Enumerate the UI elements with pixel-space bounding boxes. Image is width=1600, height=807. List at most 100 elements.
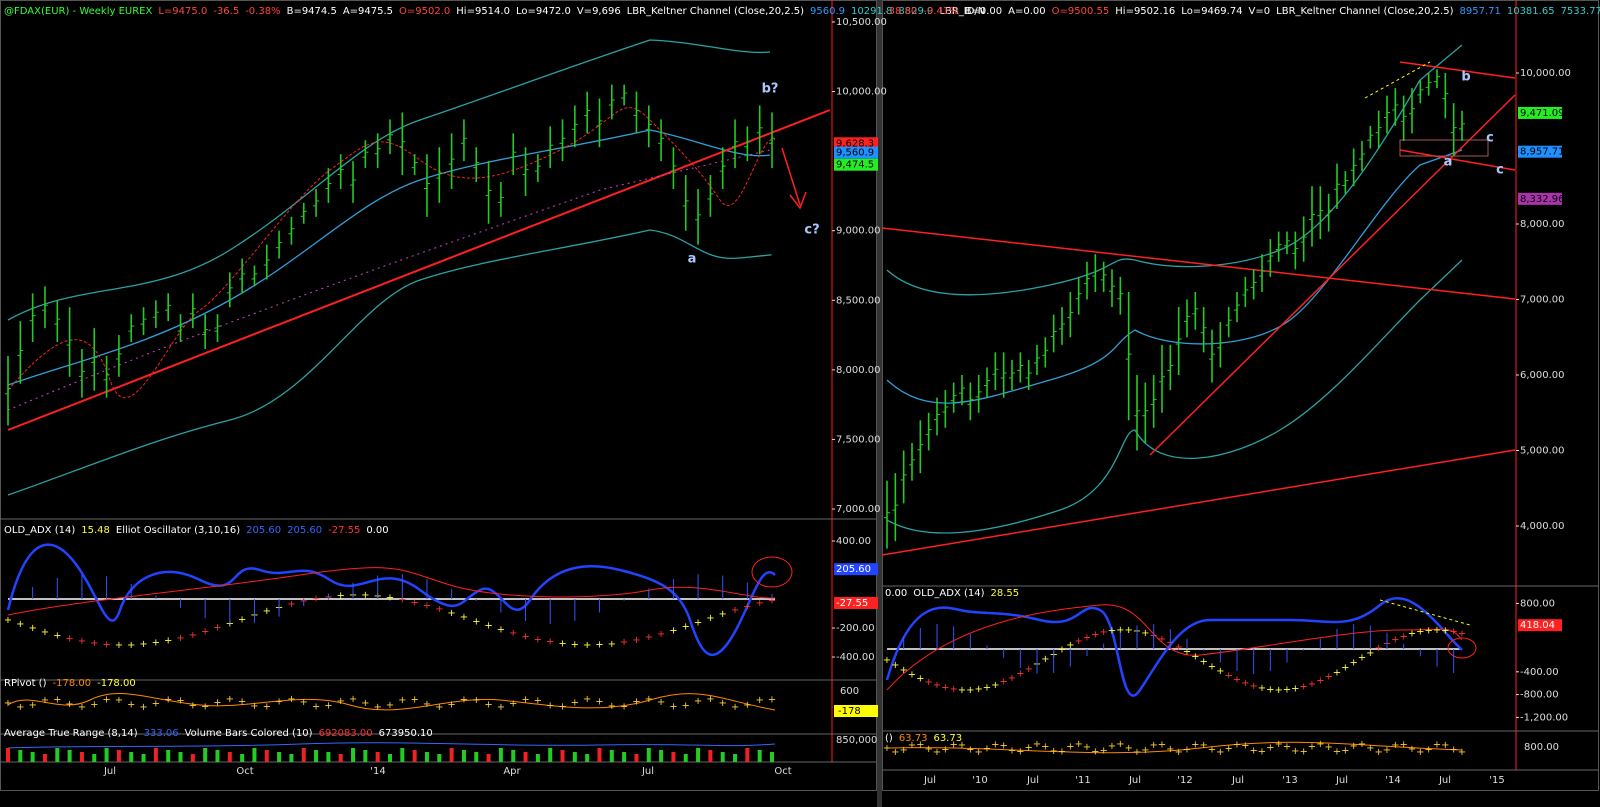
volume-bar <box>264 750 269 762</box>
header-item: 9560.9 <box>810 6 845 17</box>
header-item: 63.73 <box>933 733 962 744</box>
cross: + <box>991 680 999 691</box>
volume-bar <box>55 748 60 762</box>
cross: + <box>694 696 702 707</box>
cross: + <box>16 702 24 713</box>
cross: + <box>484 620 492 631</box>
cross: + <box>1016 747 1024 758</box>
cross: + <box>1458 747 1466 758</box>
cross: + <box>312 702 320 713</box>
cross: + <box>1416 627 1424 638</box>
cross: + <box>1366 648 1374 659</box>
cross: + <box>620 701 628 712</box>
keltner-lower <box>886 259 1463 534</box>
trendline-bottom <box>1399 149 1516 171</box>
cross: + <box>645 632 653 643</box>
price-tag-label: 8,957.71 <box>1520 147 1565 158</box>
cross: + <box>1083 742 1091 753</box>
cross: + <box>1066 640 1074 651</box>
cross: + <box>1333 667 1341 678</box>
cross: + <box>1291 746 1299 757</box>
splitter <box>877 0 882 807</box>
volume-bar <box>314 750 319 762</box>
cross: + <box>1366 743 1374 754</box>
cross: + <box>595 640 603 651</box>
volume-bar <box>646 748 651 762</box>
volume-bar <box>301 748 306 762</box>
elliott-oscillator <box>6 543 776 656</box>
cross: + <box>657 697 665 708</box>
cross: + <box>41 627 49 638</box>
cross: + <box>127 700 135 711</box>
cross: + <box>974 747 982 758</box>
cross: + <box>1224 743 1232 754</box>
header-item: Lo=9472.0 <box>516 6 571 17</box>
x-label: Apr <box>503 766 521 777</box>
volume-bar <box>141 754 146 762</box>
osc-tag-label: 418.04 <box>1520 620 1555 631</box>
cross: + <box>312 594 320 605</box>
annotation: b? <box>762 82 779 97</box>
annotation: c <box>1486 131 1494 146</box>
x-label: '12 <box>1177 775 1192 786</box>
header-item: 10381.65 <box>1507 6 1555 17</box>
cross: + <box>883 743 891 754</box>
header-item: 10291.8 <box>851 6 892 17</box>
cross: + <box>460 612 468 623</box>
cross: + <box>571 698 579 709</box>
header-item: 205.60 <box>287 525 322 536</box>
price-label: 10,500.00 <box>836 17 887 28</box>
x-label: Jul <box>1026 775 1039 786</box>
cross: + <box>1341 746 1349 757</box>
header-item: -178.00 <box>52 678 91 689</box>
cross: + <box>755 695 763 706</box>
cross: + <box>908 740 916 751</box>
volume-bar <box>116 750 121 762</box>
adx-oscillator <box>885 597 1463 697</box>
cross: + <box>28 623 36 634</box>
cross: + <box>1358 653 1366 664</box>
x-label: '14 <box>1385 775 1400 786</box>
header-item: 15.48 <box>81 525 110 536</box>
header-item: Average True Range (8,14) <box>4 728 138 739</box>
osc-tag-label: 205.60 <box>836 564 871 575</box>
cross: + <box>974 684 982 695</box>
cross: + <box>127 640 135 651</box>
cross: + <box>1083 632 1091 643</box>
cross: + <box>1316 676 1324 687</box>
volume-bar <box>609 750 614 762</box>
cross: + <box>1058 644 1066 655</box>
cross: + <box>1233 739 1241 750</box>
cross: + <box>991 739 999 750</box>
arrow <box>781 147 807 210</box>
cross: + <box>472 695 480 706</box>
header-item: 7533.77 <box>1561 6 1600 17</box>
volume-bar <box>572 752 577 762</box>
cross: + <box>1058 746 1066 757</box>
cross: + <box>706 613 714 624</box>
header-item: -27.55 <box>328 525 360 536</box>
volume-bar <box>42 754 47 762</box>
atr-line <box>7 742 776 749</box>
header-item: -36.5 <box>213 6 239 17</box>
cross: + <box>275 697 283 708</box>
price-tag-label: 9,560.9 <box>836 148 874 159</box>
volume-bar <box>523 752 528 762</box>
header-item: 8829.9 <box>898 6 933 17</box>
volume-bar <box>486 754 491 762</box>
cross: + <box>410 597 418 608</box>
cross: + <box>1041 654 1049 665</box>
cross: + <box>28 700 36 711</box>
cross: + <box>1091 629 1099 640</box>
cross: + <box>410 694 418 705</box>
cross: + <box>509 698 517 709</box>
cross: + <box>1416 747 1424 758</box>
volume-bar <box>129 752 134 762</box>
cross: + <box>1308 742 1316 753</box>
cross: + <box>1149 740 1157 751</box>
x-label: '10 <box>972 775 987 786</box>
annotation: a <box>1444 155 1453 170</box>
cross: + <box>924 744 932 755</box>
volume-bar <box>252 748 257 762</box>
